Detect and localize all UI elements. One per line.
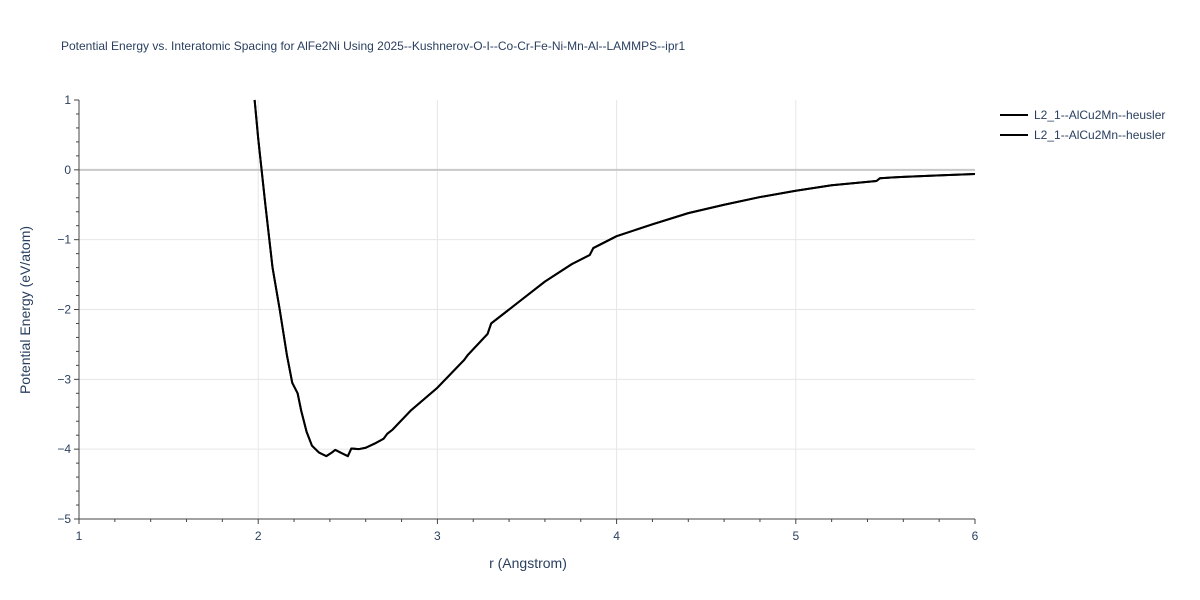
legend-item-1[interactable]: L2_1--AlCu2Mn--heusler: [1000, 108, 1165, 122]
x-tick-label: 2: [255, 529, 262, 543]
x-axis-title: r (Angstrom): [489, 555, 567, 571]
y-tick-label: 0: [64, 163, 71, 177]
x-tick-label: 4: [613, 529, 620, 543]
series-line-2: [253, 99, 975, 458]
y-axis-title: Potential Energy (eV/atom): [17, 226, 33, 394]
y-tick-label: 1: [64, 93, 71, 107]
x-tick-label: 3: [434, 529, 441, 543]
y-tick-label: −4: [57, 442, 71, 456]
y-tick-label: −5: [57, 512, 71, 526]
x-tick-label: 6: [972, 529, 979, 543]
x-tick-label: 5: [792, 529, 799, 543]
legend[interactable]: L2_1--AlCu2Mn--heusler L2_1--AlCu2Mn--heu…: [1000, 108, 1165, 142]
axes: 1 2 3 4 5 6 1 0 −1 −2 −3 −4 −5: [57, 93, 978, 543]
chart-title: Potential Energy vs. Interatomic Spacing…: [61, 39, 686, 53]
series-layer: [253, 99, 975, 458]
legend-label: L2_1--AlCu2Mn--heusler: [1034, 108, 1165, 122]
legend-label: L2_1--AlCu2Mn--heusler: [1034, 128, 1165, 142]
grid: [79, 100, 975, 519]
y-tick-label: −1: [57, 233, 71, 247]
x-tick-label: 1: [76, 529, 83, 543]
y-tick-label: −3: [57, 372, 71, 386]
legend-item-2[interactable]: L2_1--AlCu2Mn--heusler: [1000, 128, 1165, 142]
y-tick-label: −2: [57, 303, 71, 317]
